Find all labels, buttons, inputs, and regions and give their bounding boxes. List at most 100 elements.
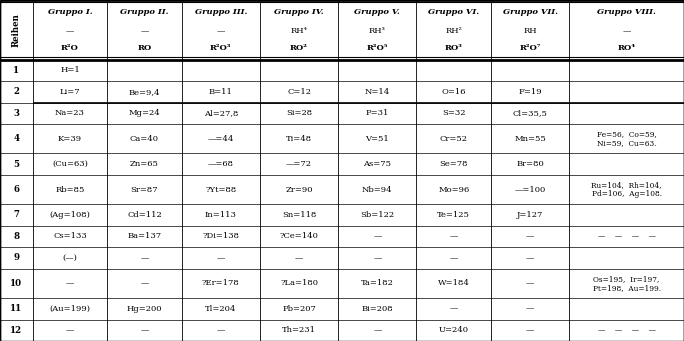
Text: 3: 3 (14, 109, 19, 118)
Text: —: — (373, 326, 382, 334)
Text: —: — (526, 254, 534, 262)
Text: —: — (66, 326, 74, 334)
Text: (Cu=63): (Cu=63) (52, 160, 88, 168)
Text: —=68: —=68 (208, 160, 234, 168)
Text: —=44: —=44 (207, 135, 234, 143)
Text: H=1: H=1 (60, 66, 80, 74)
Text: B=11: B=11 (209, 88, 233, 96)
Text: Reihen: Reihen (12, 13, 21, 47)
Text: Gruppo I.: Gruppo I. (48, 8, 92, 16)
Text: Sr=87: Sr=87 (131, 186, 158, 194)
Text: Br=80: Br=80 (516, 160, 544, 168)
Text: Al=27,8: Al=27,8 (204, 109, 238, 117)
Text: Cr=52: Cr=52 (440, 135, 468, 143)
Text: 2: 2 (14, 87, 19, 97)
Text: W=184: W=184 (438, 279, 470, 287)
Text: V=51: V=51 (365, 135, 389, 143)
Text: Zr=90: Zr=90 (285, 186, 313, 194)
Text: RH³: RH³ (369, 27, 386, 35)
Text: —: — (217, 326, 225, 334)
Text: K=39: K=39 (58, 135, 82, 143)
Text: In=113: In=113 (205, 211, 237, 219)
Text: —: — (526, 305, 534, 313)
Text: —: — (373, 254, 382, 262)
Text: RH: RH (523, 27, 537, 35)
Text: Mg=24: Mg=24 (129, 109, 160, 117)
Text: —: — (140, 27, 148, 35)
Text: Ca=40: Ca=40 (130, 135, 159, 143)
Text: —: — (295, 254, 303, 262)
Text: O=16: O=16 (441, 88, 466, 96)
Text: 7: 7 (14, 210, 19, 220)
Text: Bi=208: Bi=208 (362, 305, 393, 313)
Text: ?Yt=88: ?Yt=88 (205, 186, 237, 194)
Text: (Ag=108): (Ag=108) (49, 211, 90, 219)
Text: —: — (373, 233, 382, 240)
Text: Ba=137: Ba=137 (127, 233, 161, 240)
Text: RO⁴: RO⁴ (618, 44, 635, 52)
Text: Mn=55: Mn=55 (514, 135, 546, 143)
Text: Si=28: Si=28 (286, 109, 312, 117)
Text: Gruppo VI.: Gruppo VI. (428, 8, 479, 16)
Text: U=240: U=240 (438, 326, 469, 334)
Text: RO: RO (137, 44, 152, 52)
Text: J=127: J=127 (517, 211, 543, 219)
Text: —: — (449, 233, 458, 240)
Text: 12: 12 (10, 326, 23, 335)
Text: Th=231: Th=231 (282, 326, 316, 334)
Text: ?La=180: ?La=180 (280, 279, 318, 287)
Text: Gruppo III.: Gruppo III. (194, 8, 247, 16)
Text: 10: 10 (10, 279, 23, 288)
Text: Tl=204: Tl=204 (205, 305, 237, 313)
Text: (—): (—) (62, 254, 77, 262)
Text: R²O⁷: R²O⁷ (519, 44, 541, 52)
Text: RO²: RO² (290, 44, 308, 52)
Text: Se=78: Se=78 (439, 160, 468, 168)
Text: —: — (66, 279, 74, 287)
Text: Gruppo II.: Gruppo II. (120, 8, 169, 16)
Text: Te=125: Te=125 (437, 211, 470, 219)
Text: —: — (140, 326, 148, 334)
Text: ?Ce=140: ?Ce=140 (280, 233, 319, 240)
Text: N=14: N=14 (365, 88, 390, 96)
Text: Li=7: Li=7 (60, 88, 80, 96)
Text: Gruppo IV.: Gruppo IV. (274, 8, 324, 16)
Text: RH²: RH² (445, 27, 462, 35)
Text: ?Di=138: ?Di=138 (202, 233, 239, 240)
Text: S=32: S=32 (442, 109, 466, 117)
Text: Hg=200: Hg=200 (127, 305, 162, 313)
Text: (Au=199): (Au=199) (49, 305, 90, 313)
Text: Sb=122: Sb=122 (360, 211, 395, 219)
Text: 4: 4 (13, 134, 19, 143)
Text: Os=195,  Ir=197,
Pt=198,  Au=199.: Os=195, Ir=197, Pt=198, Au=199. (592, 275, 661, 292)
Text: —: — (449, 305, 458, 313)
Text: R²O³: R²O³ (210, 44, 231, 52)
Text: As=75: As=75 (363, 160, 391, 168)
Text: Sn=118: Sn=118 (282, 211, 316, 219)
Text: Cs=133: Cs=133 (53, 233, 87, 240)
Text: —: — (449, 254, 458, 262)
Text: 9: 9 (14, 253, 19, 263)
Text: ?Er=178: ?Er=178 (202, 279, 239, 287)
Text: Gruppo VIII.: Gruppo VIII. (597, 8, 656, 16)
Text: —: — (140, 254, 148, 262)
Text: RO³: RO³ (445, 44, 462, 52)
Text: 5: 5 (14, 160, 19, 169)
Text: —    —    —    —: — — — — (598, 233, 656, 240)
Text: —: — (217, 254, 225, 262)
Text: 8: 8 (13, 232, 19, 241)
Text: Zn=65: Zn=65 (130, 160, 159, 168)
Text: Be=9,4: Be=9,4 (129, 88, 160, 96)
Text: Ti=48: Ti=48 (286, 135, 312, 143)
Text: —: — (140, 279, 148, 287)
Text: —=72: —=72 (286, 160, 312, 168)
Text: R²O⁵: R²O⁵ (367, 44, 388, 52)
Text: —: — (526, 326, 534, 334)
Text: —: — (526, 233, 534, 240)
Text: Cl=35,5: Cl=35,5 (513, 109, 547, 117)
Text: Ta=182: Ta=182 (361, 279, 394, 287)
Text: —: — (66, 27, 74, 35)
Text: —    —    —    —: — — — — (598, 326, 656, 334)
Text: Nb=94: Nb=94 (362, 186, 393, 194)
Text: Gruppo VII.: Gruppo VII. (503, 8, 557, 16)
